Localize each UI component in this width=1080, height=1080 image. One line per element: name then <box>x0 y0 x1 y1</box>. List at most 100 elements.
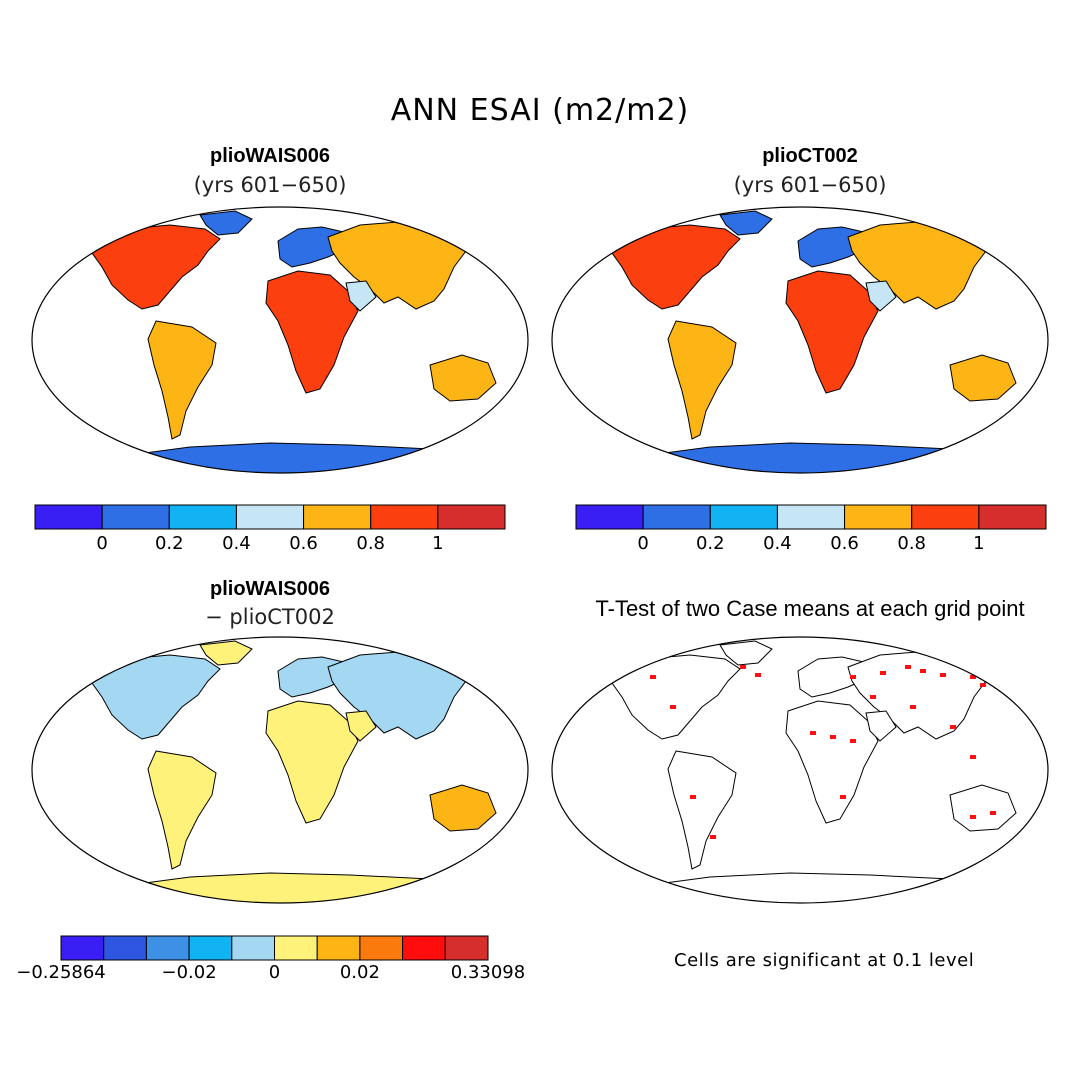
colorbar-swatch <box>274 935 318 961</box>
colorbar-swatch <box>575 504 644 530</box>
significance-cell <box>650 675 656 679</box>
colorbar-swatch <box>303 504 372 530</box>
continent-namerica <box>89 224 221 310</box>
continent-australia <box>429 784 497 832</box>
colorbar-tick-label: 0.2 <box>695 533 725 554</box>
significance-cell <box>850 675 856 679</box>
continent-samerica <box>147 750 217 870</box>
colorbar-swatch <box>103 935 147 961</box>
colorbar-tick-label: 0.4 <box>222 533 251 554</box>
colorbar-case1-labels: 0 0.2 0.4 0.6 0.8 1 <box>35 533 505 557</box>
map-frame <box>31 206 529 474</box>
colorbar-swatch <box>101 504 170 530</box>
map-frame <box>31 636 529 904</box>
continent-greenland <box>719 210 773 236</box>
significance-cell <box>990 811 996 815</box>
significance-cell <box>980 683 986 687</box>
significance-cell <box>810 731 816 735</box>
colorbar-swatch <box>776 504 846 530</box>
colorbar-swatch <box>437 504 506 530</box>
continent-greenland <box>719 640 773 666</box>
colorbar-swatch <box>34 504 103 530</box>
colorbar-tick-label: 0.2 <box>154 533 184 554</box>
panel-case1-subtitle: (yrs 601−650) <box>193 173 347 197</box>
colorbar-tick-label: 0.33098 <box>450 962 526 983</box>
continent-arabia <box>345 280 377 312</box>
significance-cell <box>690 795 696 799</box>
continent-namerica <box>89 654 221 740</box>
continent-arabia <box>345 710 377 742</box>
significance-cell <box>880 671 886 675</box>
colorbar-swatch <box>145 935 190 961</box>
colorbar-tick-label: 0.02 <box>339 962 380 983</box>
colorbar-swatch <box>444 935 489 961</box>
colorbar-swatch <box>844 504 913 530</box>
colorbar-tick-label: 0.8 <box>897 533 927 554</box>
significance-cell <box>905 665 911 669</box>
colorbar-swatch <box>978 504 1047 530</box>
continent-greenland <box>199 210 253 236</box>
continent-greenland <box>199 640 253 666</box>
continent-arabia <box>865 280 897 312</box>
panel-diff-subtitle: − plioCT002 <box>205 605 335 629</box>
map-frame <box>551 636 1049 904</box>
colorbar-diff <box>60 935 489 961</box>
panel-case2-title: plioCT002 <box>762 145 858 167</box>
colorbar-swatch <box>359 935 404 961</box>
continent-australia <box>949 354 1017 402</box>
map-ttest <box>551 636 1049 904</box>
continent-africa <box>265 270 359 394</box>
figure-title: ANN ESAI (m2/m2) <box>390 93 690 128</box>
colorbar-tick-label: 0 <box>268 962 281 983</box>
significance-cell <box>970 755 976 759</box>
continent-namerica <box>609 654 741 740</box>
map-frame <box>551 206 1049 474</box>
colorbar-swatch <box>168 504 237 530</box>
continent-arabia <box>865 710 897 742</box>
colorbar-case2 <box>575 504 1047 530</box>
colorbar-swatch <box>231 935 276 961</box>
continent-australia <box>949 784 1017 832</box>
significance-cell <box>740 665 746 669</box>
colorbar-tick-label: 1 <box>432 533 444 554</box>
colorbar-case1 <box>34 504 506 530</box>
continent-samerica <box>667 750 737 870</box>
continent-africa <box>785 270 879 394</box>
panel-case1-title: plioWAIS006 <box>209 145 331 167</box>
colorbar-tick-label: 0 <box>637 533 649 554</box>
colorbar-tick-label: 0 <box>96 533 108 554</box>
significance-cell <box>920 669 926 673</box>
colorbar-swatch <box>60 935 105 961</box>
significance-cell <box>940 673 946 677</box>
significance-cell <box>830 735 836 739</box>
colorbar-swatch <box>370 504 439 530</box>
continent-australia <box>429 354 497 402</box>
significance-cell <box>710 835 716 839</box>
colorbar-swatch <box>316 935 361 961</box>
significance-cell <box>850 739 856 743</box>
colorbar-swatch <box>402 935 446 961</box>
continent-samerica <box>147 320 217 440</box>
colorbar-tick-label: 0.8 <box>356 533 386 554</box>
colorbar-tick-label: 0.6 <box>830 533 859 554</box>
colorbar-swatch <box>235 504 305 530</box>
ttest-significance-note: Cells are significant at 0.1 level <box>674 950 975 971</box>
significance-cell <box>840 795 846 799</box>
colorbar-tick-label: 0.4 <box>763 533 792 554</box>
significance-cell <box>970 815 976 819</box>
significance-cell <box>950 725 956 729</box>
colorbar-tick-label: −0.25864 <box>16 962 106 983</box>
significance-cell <box>870 695 876 699</box>
colorbar-diff-labels: −0.25864 −0.02 0 0.02 0.33098 <box>16 962 525 986</box>
colorbar-swatch <box>188 935 233 961</box>
map-case1 <box>31 206 529 474</box>
significance-cell <box>910 705 916 709</box>
colorbar-tick-label: −0.02 <box>161 962 217 983</box>
continent-namerica <box>609 224 741 310</box>
significance-cell <box>670 705 676 709</box>
colorbar-swatch <box>709 504 778 530</box>
continent-africa <box>265 700 359 824</box>
continent-africa <box>785 700 879 824</box>
colorbar-tick-label: 0.6 <box>289 533 318 554</box>
colorbar-case2-labels: 0 0.2 0.4 0.6 0.8 1 <box>576 533 1046 557</box>
